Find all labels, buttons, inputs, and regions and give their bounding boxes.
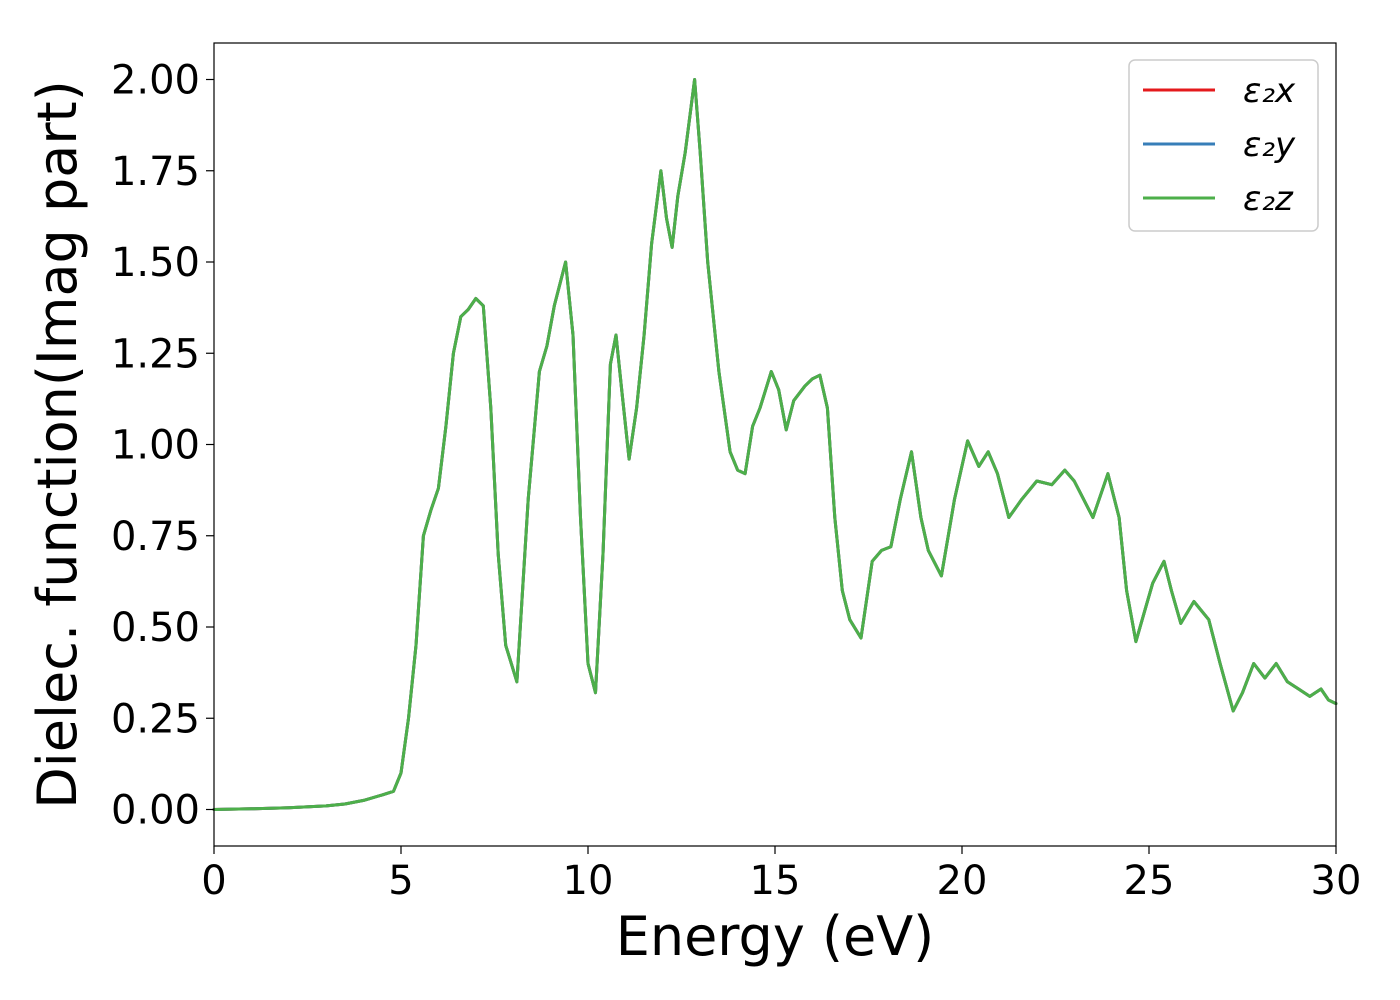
- x-axis: 0 5 10 15 20 25 30: [201, 846, 1361, 904]
- y-tick-label: 1.50: [111, 240, 200, 286]
- legend: ε₂x ε₂y ε₂z: [1128, 59, 1319, 232]
- x-tick-label: 5: [388, 858, 413, 904]
- y-tick-label: 2.00: [111, 58, 200, 104]
- y-tick-label: 0.50: [111, 605, 200, 651]
- series-line-3: [212, 78, 1338, 811]
- y-tick-label: 0.75: [111, 514, 200, 560]
- legend-entry-1: ε₂x: [1243, 71, 1296, 111]
- y-axis-label: Dielec. function(Imag part): [26, 80, 89, 809]
- legend-box: [1128, 59, 1319, 232]
- legend-entry-3: ε₂z: [1243, 179, 1294, 219]
- series-layer: [212, 78, 1338, 811]
- y-tick-label: 1.00: [111, 423, 200, 469]
- x-tick-label: 20: [937, 858, 988, 904]
- x-tick-label: 0: [201, 858, 226, 904]
- y-tick-label: 1.75: [111, 149, 200, 195]
- y-axis: 0.00 0.25 0.50 0.75 1.00 1.25 1.50 1.75 2.00: [111, 58, 214, 834]
- x-tick-label: 30: [1311, 858, 1362, 904]
- legend-entry-2: ε₂y: [1243, 125, 1296, 165]
- x-tick-label: 15: [750, 858, 801, 904]
- y-tick-label: 1.25: [111, 331, 200, 377]
- x-tick-label: 25: [1124, 858, 1175, 904]
- x-axis-label: Energy (eV): [616, 905, 935, 968]
- y-tick-label: 0.25: [111, 696, 200, 742]
- x-tick-label: 10: [563, 858, 614, 904]
- y-tick-label: 0.00: [111, 788, 200, 834]
